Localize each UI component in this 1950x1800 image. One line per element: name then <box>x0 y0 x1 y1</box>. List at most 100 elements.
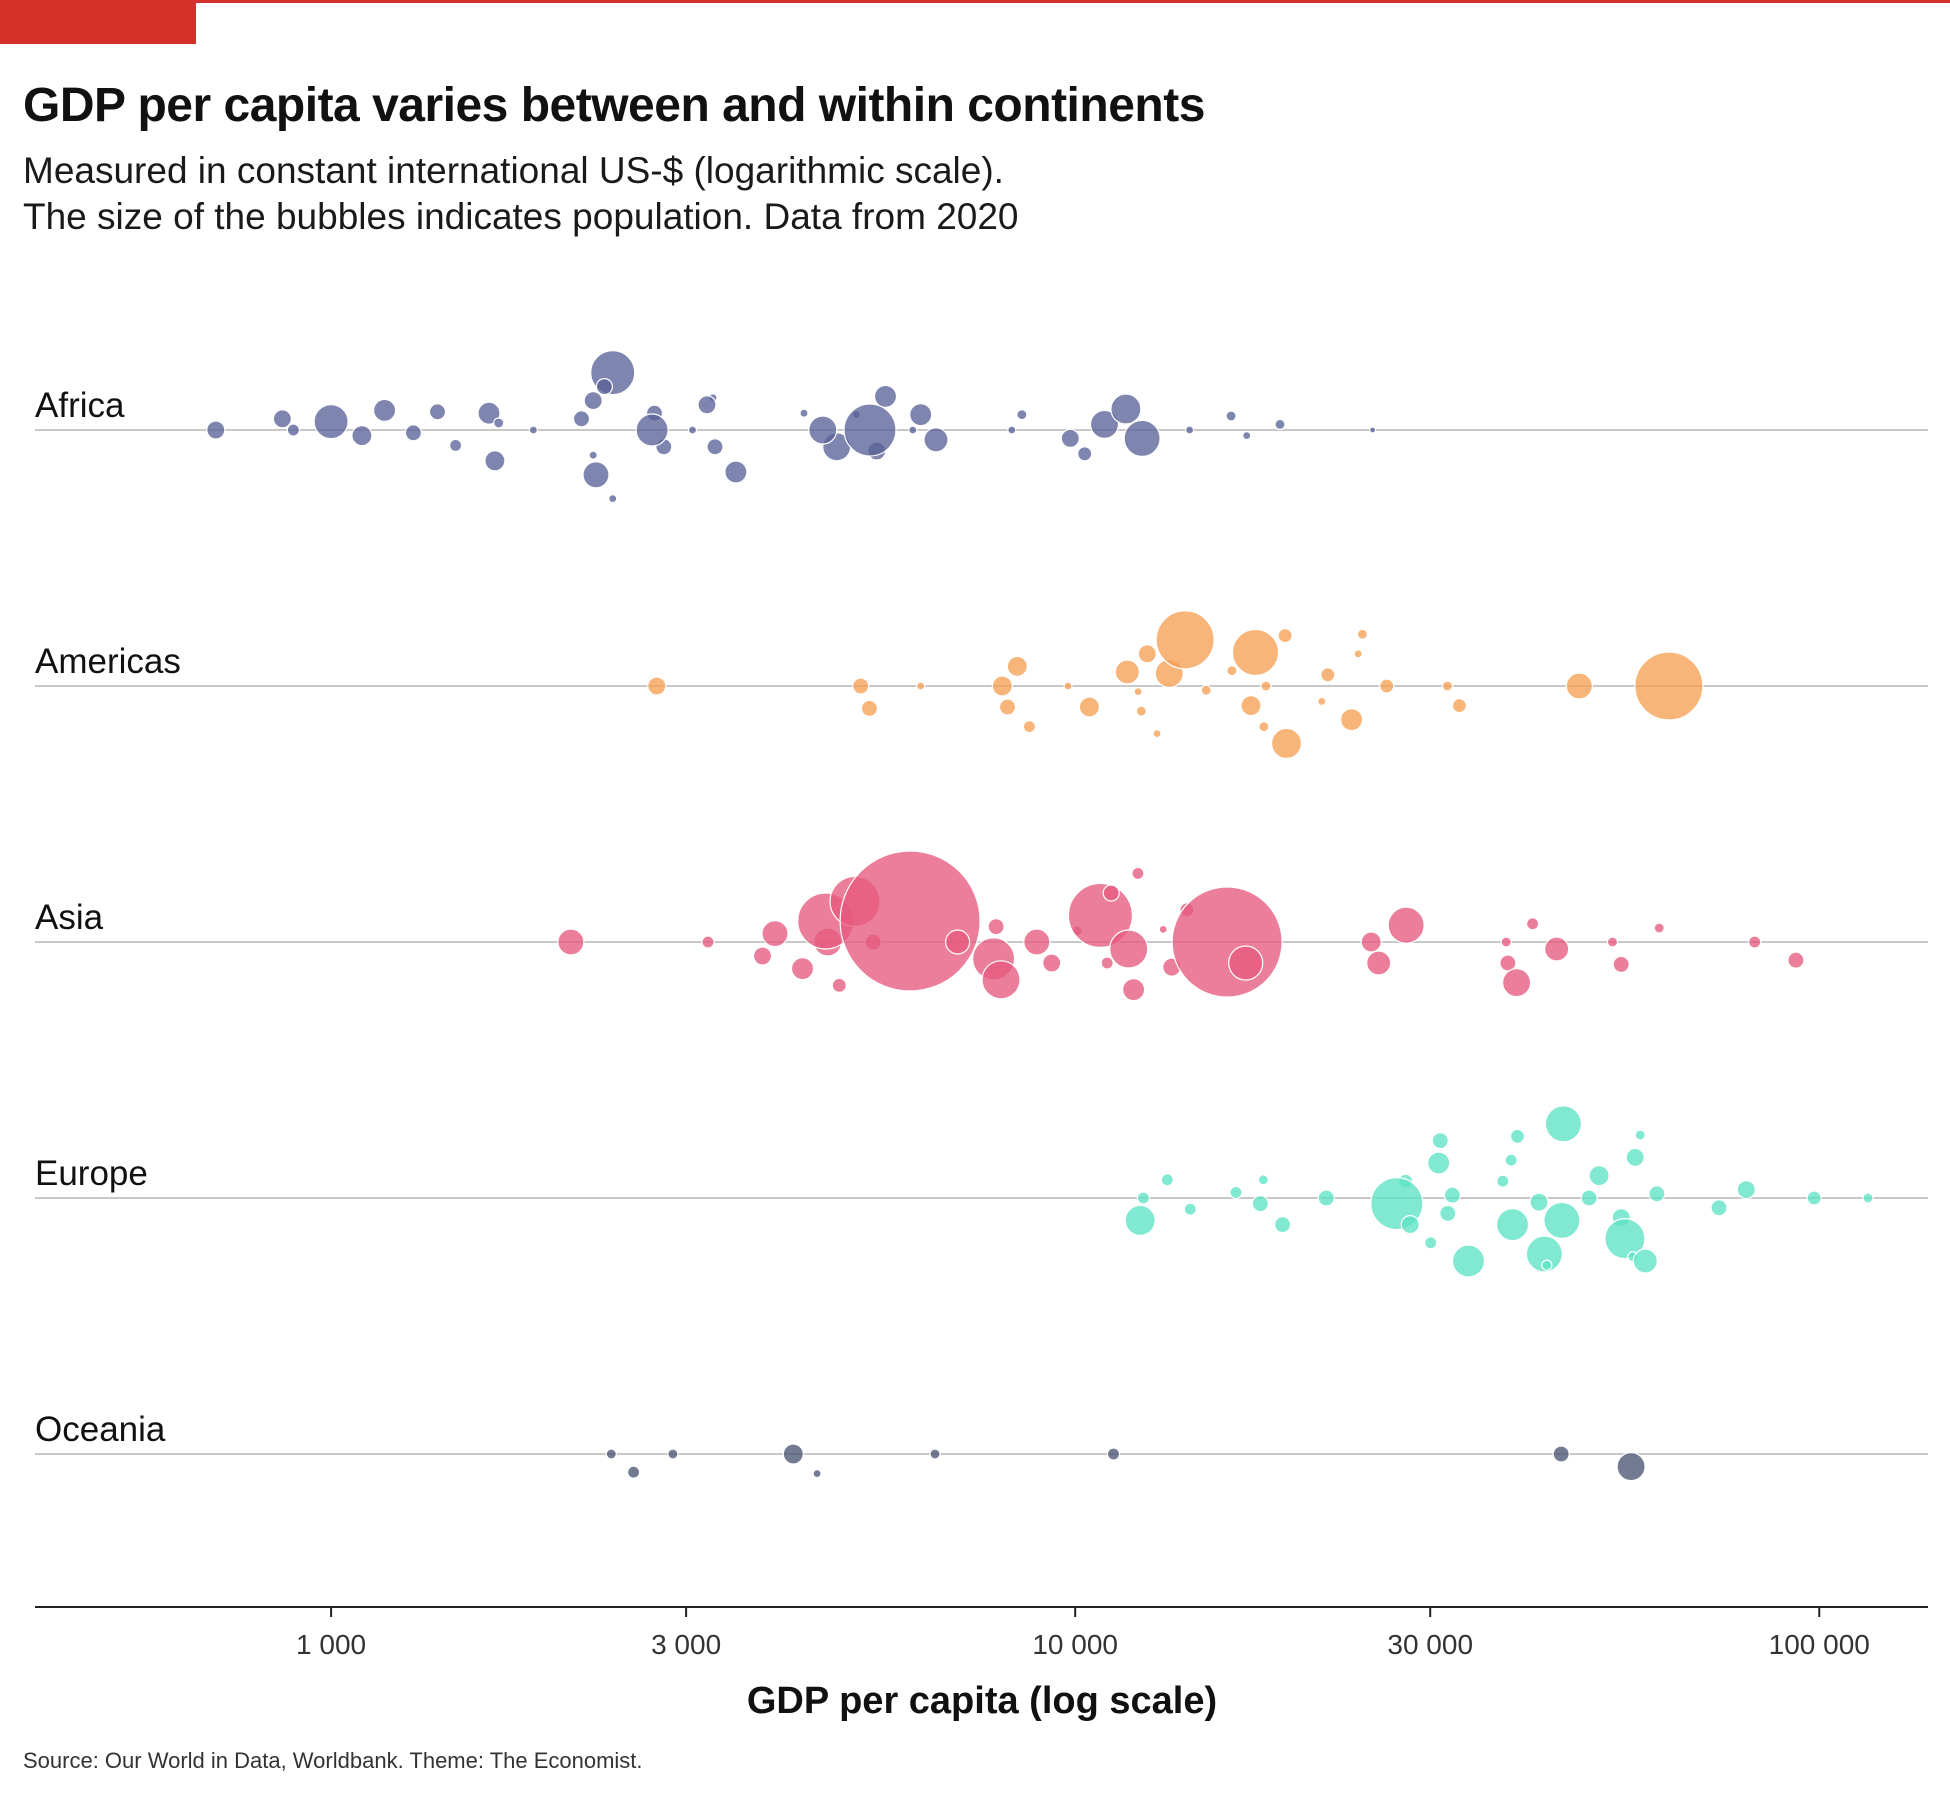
bubble-asia <box>1787 951 1805 969</box>
bubble-americas <box>1022 719 1037 734</box>
bubble-europe <box>1451 1244 1486 1278</box>
bubble-americas <box>1451 697 1468 714</box>
bubble-africa <box>909 403 933 427</box>
bubble-oceania <box>605 1448 617 1460</box>
bubble-europe <box>1317 1189 1335 1207</box>
brand-accent-tag <box>0 0 196 44</box>
bubble-americas <box>1565 672 1593 700</box>
bubble-europe <box>1604 1217 1646 1260</box>
bubble-americas <box>1353 649 1363 659</box>
bubble-asia <box>1102 884 1120 902</box>
bubble-americas <box>1441 680 1454 692</box>
x-tick-label: 100 000 <box>1769 1629 1870 1660</box>
bubble-africa <box>272 409 292 429</box>
bubble-oceania <box>812 1468 822 1479</box>
bubble-europe <box>1183 1202 1197 1216</box>
bubble-americas <box>1200 684 1212 696</box>
bubble-asia <box>761 919 789 948</box>
bubble-africa <box>724 460 748 484</box>
bubble-americas <box>1006 655 1028 678</box>
bubble-americas <box>1320 667 1336 683</box>
bubble-africa <box>1225 410 1237 422</box>
bubble-europe <box>1543 1201 1581 1240</box>
bubble-americas <box>1258 720 1270 733</box>
bubble-europe <box>1509 1128 1526 1145</box>
bubble-americas <box>1063 681 1073 691</box>
bubble-americas <box>1260 680 1272 692</box>
bubble-europe <box>1632 1248 1658 1274</box>
bubble-africa <box>1110 393 1142 425</box>
bubble-asia <box>944 929 971 955</box>
bubble-asia <box>987 917 1005 936</box>
bubble-africa <box>583 391 603 411</box>
bubble-europe <box>1544 1105 1583 1143</box>
bubble-europe <box>1424 1236 1438 1250</box>
bubble-asia <box>557 928 585 956</box>
bubble-europe <box>1160 1173 1174 1187</box>
bubble-asia <box>839 850 981 992</box>
bubble-asia <box>1360 931 1382 953</box>
bubble-americas <box>1240 694 1262 717</box>
bubble-americas <box>998 698 1017 716</box>
bubble-africa <box>687 425 698 435</box>
bubble-africa <box>1007 425 1017 435</box>
bubble-asia <box>831 977 847 994</box>
bubble-africa <box>873 384 898 408</box>
bubble-asia <box>1171 886 1283 998</box>
bubble-oceania <box>1106 1447 1121 1461</box>
bubble-americas <box>1277 627 1293 644</box>
bubble-africa <box>484 450 506 472</box>
bubble-asia <box>1606 936 1619 948</box>
row-label-oceania: Oceania <box>35 1410 166 1449</box>
bubble-africa <box>1368 426 1377 434</box>
row-label-africa: Africa <box>35 386 125 425</box>
bubble-asia <box>1387 906 1425 944</box>
bubble-africa <box>1089 409 1120 439</box>
x-axis: 1 000 3 000 10 000 30 000 100 000 <box>35 1606 1928 1660</box>
bubble-africa <box>404 424 422 442</box>
bubble-europe <box>1431 1131 1449 1150</box>
bubble-europe <box>1580 1189 1598 1207</box>
bubbles <box>206 350 1874 1482</box>
bubble-americas <box>852 677 870 695</box>
bubble-americas <box>1379 678 1395 694</box>
bubble-africa <box>908 425 918 435</box>
bubble-asia <box>1228 945 1264 981</box>
top-accent-rule <box>0 0 1950 3</box>
bubble-americas <box>1339 707 1364 732</box>
bubble-africa <box>799 408 809 418</box>
bubble-europe <box>1862 1192 1874 1204</box>
bubble-asia <box>790 956 815 981</box>
bubble-americas <box>1226 664 1238 677</box>
bubble-americas <box>1078 696 1101 718</box>
bubble-europe <box>1257 1174 1269 1186</box>
bubble-asia <box>1525 917 1540 931</box>
bubble-africa <box>1274 418 1286 430</box>
bubble-americas <box>1137 644 1157 664</box>
bubble-europe <box>1496 1174 1510 1188</box>
bubble-americas <box>1317 696 1327 707</box>
continent-labels: Africa Americas Asia Europe Oceania <box>35 386 181 1449</box>
bubble-asia <box>1023 928 1051 956</box>
x-axis-title: GDP per capita (log scale) <box>747 1680 1217 1722</box>
bubble-europe <box>1504 1153 1518 1167</box>
bubble-africa <box>1016 409 1028 421</box>
bubble-africa <box>595 378 614 396</box>
bubble-americas <box>1356 628 1369 640</box>
bubble-africa <box>843 403 897 457</box>
bubble-africa <box>449 438 463 452</box>
source-note: Source: Our World in Data, Worldbank. Th… <box>23 1748 643 1773</box>
bubble-europe <box>1273 1215 1292 1234</box>
bubble-africa <box>588 450 598 460</box>
bubble-europe <box>1588 1164 1610 1187</box>
bubble-americas <box>1231 628 1280 677</box>
bubble-europe <box>1136 1191 1151 1205</box>
bubble-americas <box>1135 705 1147 717</box>
bubble-africa <box>351 425 373 447</box>
x-tick-label: 3 000 <box>651 1629 721 1660</box>
bubble-africa <box>635 413 669 447</box>
bubble-europe <box>1439 1204 1457 1223</box>
bubble-asia <box>1653 922 1665 934</box>
bubble-africa <box>313 404 349 440</box>
